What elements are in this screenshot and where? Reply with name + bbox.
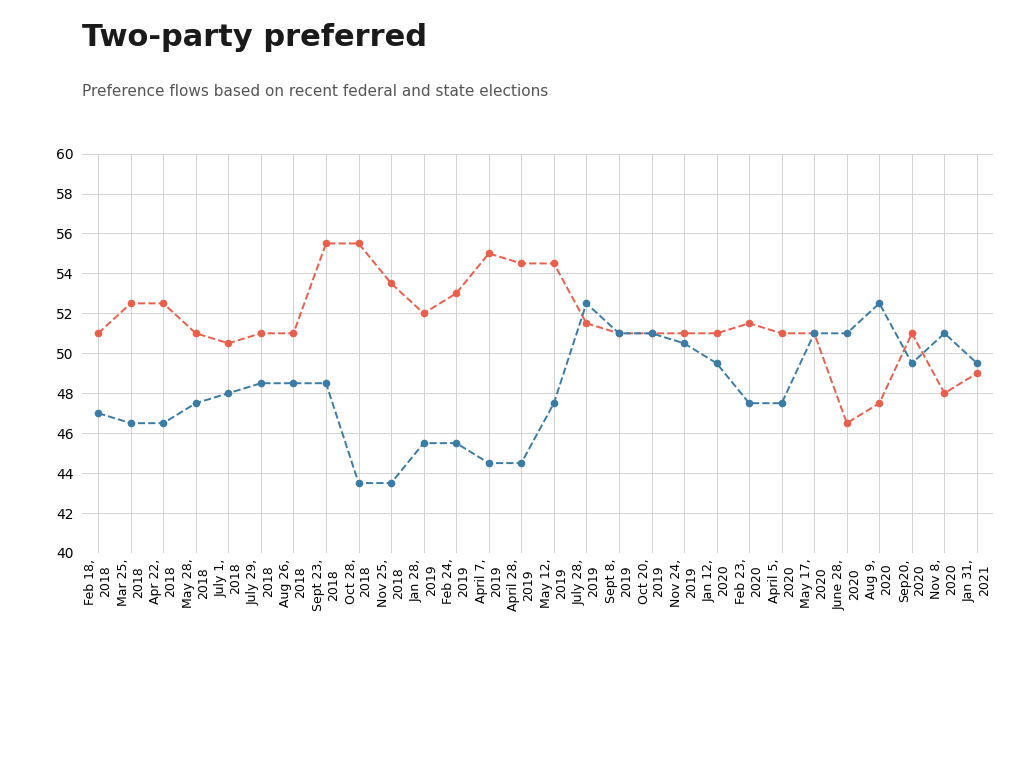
Text: Preference flows based on recent federal and state elections: Preference flows based on recent federal… bbox=[82, 84, 548, 100]
Text: Two-party preferred: Two-party preferred bbox=[82, 23, 427, 52]
